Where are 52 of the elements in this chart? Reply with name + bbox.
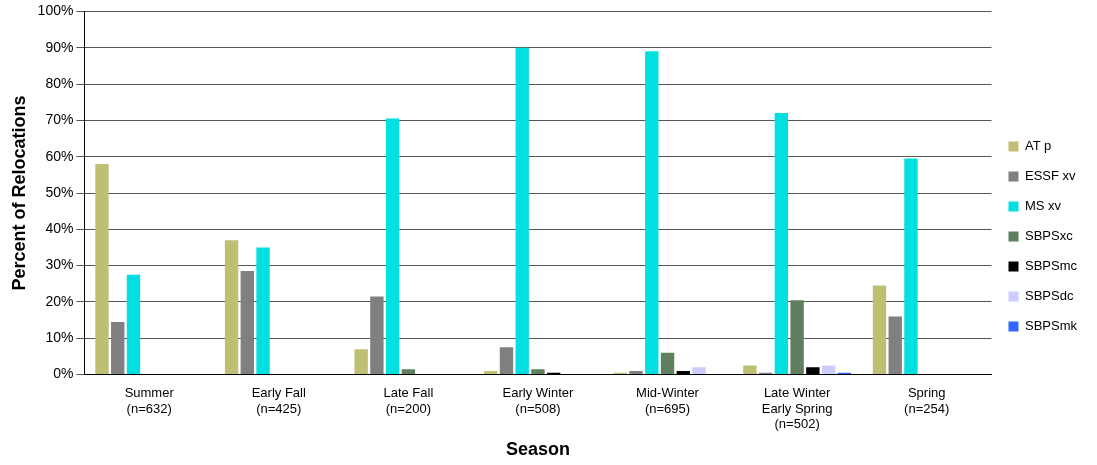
bar: [904, 158, 918, 375]
legend-label: SBPSmk: [1024, 318, 1078, 334]
bar: [354, 349, 368, 375]
x-tick-label: Early Fall (n=425): [251, 384, 306, 416]
x-tick-label: Mid-Winter (n=695): [636, 384, 700, 416]
bar: [240, 271, 254, 375]
bar: [484, 370, 498, 375]
y-tick-label: 0%: [53, 365, 74, 382]
bar: [872, 285, 887, 375]
legend-label: AT p: [1024, 138, 1052, 154]
y-tick-label: 70%: [45, 111, 74, 128]
bar: [95, 163, 109, 375]
y-tick-label: 20%: [45, 292, 74, 309]
bar: [629, 370, 643, 375]
bar: [531, 369, 545, 375]
bar: [692, 367, 706, 375]
bar: [256, 247, 270, 375]
bar: [385, 118, 400, 375]
bar: [126, 274, 141, 375]
y-axis-title: Percent of Relocations: [8, 95, 29, 291]
legend-label: SBPSxc: [1024, 228, 1074, 244]
y-tick-label: 90%: [45, 38, 74, 55]
bar: [660, 352, 675, 375]
bar: [401, 369, 416, 375]
bar: [499, 347, 514, 375]
legend-label: SBPSdc: [1024, 288, 1074, 304]
y-tick-label: 30%: [45, 256, 74, 273]
y-tick-label: 40%: [45, 220, 74, 237]
y-tick-label: 60%: [45, 147, 74, 164]
bar: [774, 113, 789, 375]
legend-label: SBPSmc: [1024, 258, 1078, 274]
bar: [743, 365, 757, 375]
x-tick-label: Early Winter (n=508): [502, 384, 575, 416]
legend-label: MS xv: [1024, 198, 1062, 214]
bar: [224, 240, 239, 375]
bar: [370, 296, 384, 375]
y-tick-label: 100%: [37, 2, 74, 19]
bar: [645, 51, 659, 375]
x-tick-label: Summer (n=632): [124, 384, 175, 416]
legend-label: ESSF xv: [1024, 168, 1077, 184]
bar: [515, 47, 529, 375]
y-tick-label: 10%: [45, 329, 74, 346]
x-axis-title: Season: [505, 439, 570, 460]
x-tick-label: Spring (n=254): [904, 384, 950, 416]
x-tick-label: Late Winter Early Spring (n=502): [761, 384, 833, 432]
y-tick-label: 80%: [45, 74, 74, 91]
y-tick-label: 50%: [45, 183, 74, 200]
bar: [888, 316, 902, 375]
bar: [111, 321, 125, 375]
bar: [821, 365, 836, 375]
x-tick-label: Late Fall (n=200): [383, 384, 434, 416]
bar: [790, 300, 804, 375]
